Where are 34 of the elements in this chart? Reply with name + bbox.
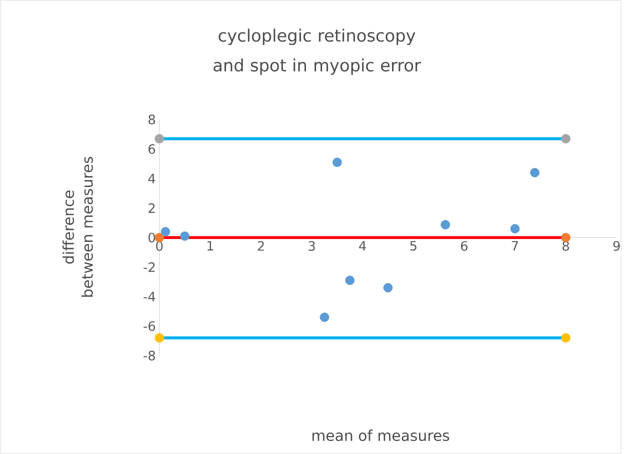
x-tick-label: 6 xyxy=(460,240,468,251)
point xyxy=(160,226,170,236)
x-tick-label: 3 xyxy=(308,240,315,251)
point xyxy=(440,220,450,230)
x-tick-label: 9 xyxy=(613,240,620,251)
point xyxy=(320,312,330,322)
point xyxy=(154,134,164,144)
x-axis-title: mean of measures xyxy=(312,429,450,441)
y-tick-label: 4 xyxy=(148,174,156,184)
point xyxy=(510,224,520,234)
y-tick-label: -6 xyxy=(144,321,156,331)
y-tick-label: 2 xyxy=(148,203,155,213)
y-tick-label: 6 xyxy=(148,144,156,154)
point xyxy=(561,333,570,342)
y-tick-label: -8 xyxy=(144,350,156,360)
y-tick-label: -4 xyxy=(144,292,156,302)
point xyxy=(180,231,190,241)
point xyxy=(561,134,570,144)
point xyxy=(383,282,393,292)
point xyxy=(332,158,342,167)
chart-title: cycloplegic retinoscopy and spot in myopic error xyxy=(214,28,421,75)
y-axis-title: difference between measures xyxy=(62,156,93,297)
y-tick-label: 8 xyxy=(148,114,155,124)
point xyxy=(345,276,355,285)
point xyxy=(154,333,164,342)
y-tick-label: -2 xyxy=(144,262,155,272)
point xyxy=(530,168,540,178)
x-tick-label: 5 xyxy=(410,240,416,251)
x-tick-label: 7 xyxy=(512,240,518,250)
y-tick-label: 0 xyxy=(148,232,156,242)
x-tick-label: 4 xyxy=(359,240,366,250)
x-tick-label: 2 xyxy=(258,240,264,251)
x-tick-label: 1 xyxy=(208,240,214,250)
point xyxy=(561,232,570,242)
